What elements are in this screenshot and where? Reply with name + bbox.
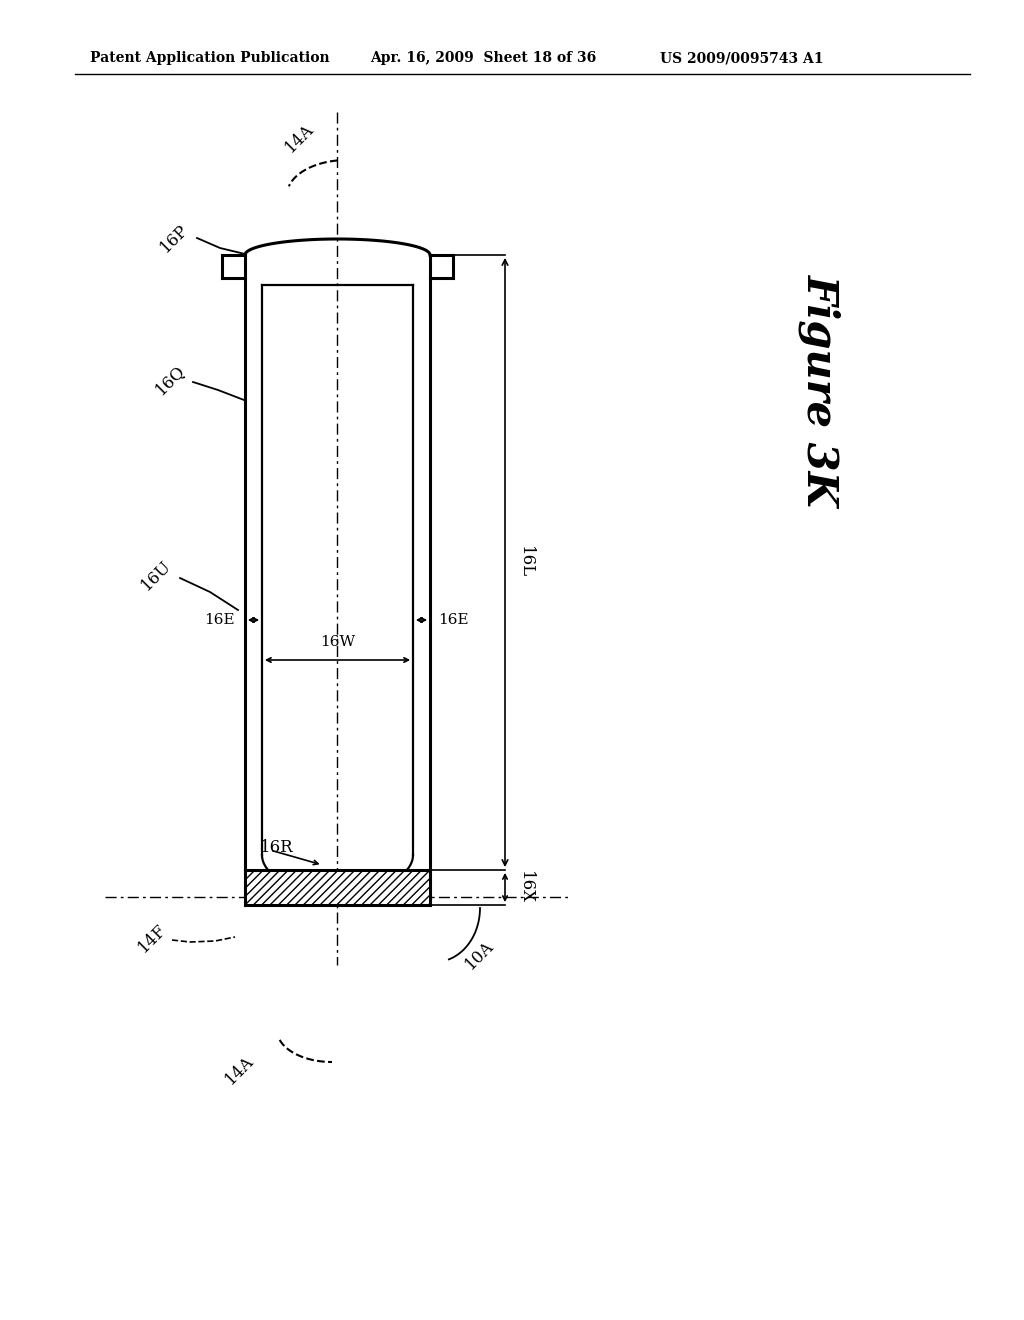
Text: 16W: 16W [319, 635, 355, 649]
Text: Apr. 16, 2009  Sheet 18 of 36: Apr. 16, 2009 Sheet 18 of 36 [370, 51, 596, 65]
Text: 16E: 16E [205, 612, 234, 627]
Text: 16P: 16P [157, 220, 193, 256]
Text: 10A: 10A [462, 937, 498, 973]
Text: 16X: 16X [517, 871, 534, 904]
Bar [246, 871, 429, 904]
Text: 16R: 16R [260, 840, 294, 857]
Text: 16E: 16E [438, 612, 469, 627]
Text: 14A: 14A [282, 120, 317, 156]
Text: 16U: 16U [138, 557, 175, 594]
Text: Patent Application Publication: Patent Application Publication [90, 51, 330, 65]
Text: 14A: 14A [222, 1052, 257, 1088]
Text: 16L: 16L [517, 546, 534, 578]
Text: Figure 3K: Figure 3K [799, 273, 842, 507]
Bar [245, 870, 430, 906]
Text: 16Q: 16Q [152, 362, 188, 399]
Text: 14F: 14F [135, 920, 170, 956]
Text: US 2009/0095743 A1: US 2009/0095743 A1 [660, 51, 823, 65]
